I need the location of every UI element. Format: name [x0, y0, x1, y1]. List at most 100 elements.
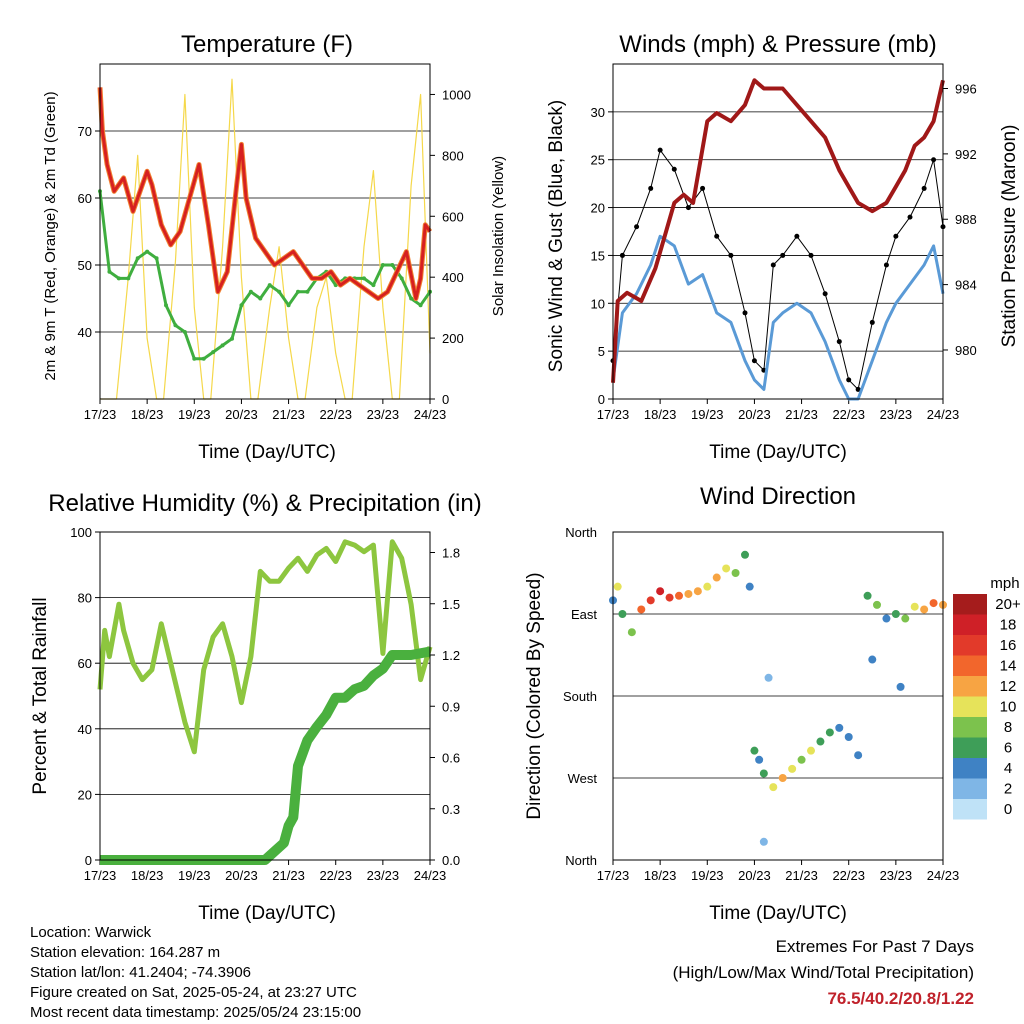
- legend-label: 6: [1004, 740, 1012, 757]
- wind-direction-point: [844, 733, 853, 741]
- x-tick-label: 17/23: [84, 407, 117, 422]
- legend-swatch: [953, 799, 987, 820]
- dewpoint-point: [126, 276, 131, 281]
- gust-point: [671, 166, 677, 172]
- wind-direction-point: [750, 746, 759, 755]
- dewpoint-point: [154, 256, 159, 261]
- x-tick-label: 24/23: [927, 407, 960, 422]
- y-tick-label: 25: [591, 153, 605, 168]
- gust-point: [855, 386, 861, 392]
- speed-legend-title: mph: [990, 575, 1019, 592]
- temperature-x-label: Time (Day/UTC): [198, 442, 336, 463]
- pressure-line: [611, 78, 945, 383]
- y2-tick-label: 0.9: [442, 699, 460, 714]
- x-tick-label: 20/23: [738, 407, 771, 422]
- x-tick-label: 23/23: [367, 868, 400, 883]
- dewpoint-point: [164, 303, 168, 308]
- location-text: Location: Warwick: [30, 924, 152, 941]
- dewpoint-point: [211, 350, 216, 355]
- latlon-text: Station lat/lon: 41.2404; -74.3906: [30, 964, 252, 981]
- x-tick-label: 17/23: [597, 868, 630, 883]
- wind-direction-point: [656, 587, 665, 596]
- wind-direction-point: [769, 783, 778, 792]
- y2-tick-label: 800: [442, 148, 464, 163]
- legend-swatch: [953, 614, 987, 635]
- y-tick-label: 20: [591, 201, 605, 216]
- relative-humidity-line: [97, 539, 433, 755]
- x-tick-label: 18/23: [131, 868, 164, 883]
- x-tick-label: 23/23: [880, 407, 913, 422]
- legend-swatch: [953, 778, 987, 799]
- y2-tick-label: 0.3: [442, 802, 460, 817]
- x-tick-label: 19/23: [691, 868, 724, 883]
- x-tick-label: 20/23: [738, 868, 771, 883]
- x-tick-label: 17/23: [84, 868, 117, 883]
- y2-tick-label: 0.6: [442, 751, 460, 766]
- winds-y-label: Sonic Wind & Gust (Blue, Black): [546, 100, 567, 372]
- dewpoint-point: [173, 323, 178, 328]
- gust-point: [657, 147, 663, 153]
- gust-point: [808, 252, 814, 258]
- wind-direction-panel: Wind Direction NorthWestSouthEastNorth17…: [524, 483, 1021, 924]
- y-tick-label: 20: [78, 787, 92, 802]
- solar-insolation-line: [100, 78, 431, 400]
- wind-direction-point: [920, 605, 929, 614]
- legend-label: 18: [1000, 617, 1017, 634]
- y-tick-label: 60: [78, 191, 92, 206]
- gust-point: [822, 291, 828, 297]
- humidity-y-label: Percent & Total Rainfall: [30, 597, 51, 794]
- y2-tick-label: 0: [442, 392, 449, 407]
- legend-label: 0: [1004, 801, 1012, 818]
- x-tick-label: 24/23: [414, 407, 447, 422]
- wind-direction-point: [693, 587, 702, 596]
- y2-tick-label: 996: [955, 82, 977, 97]
- wind-direction-point: [618, 610, 627, 618]
- legend-label: 8: [1004, 719, 1012, 736]
- y-tick-label: 0: [85, 853, 92, 868]
- direction-tick-label: North: [565, 525, 597, 540]
- dewpoint-point: [305, 289, 310, 294]
- dewpoint-point: [182, 330, 187, 334]
- direction-tick-label: West: [568, 771, 598, 786]
- dewpoint-point: [192, 356, 197, 361]
- gust-point: [893, 233, 899, 239]
- x-tick-label: 22/23: [832, 868, 865, 883]
- gust-point: [931, 157, 937, 163]
- dewpoint-point: [399, 276, 404, 281]
- y-tick-label: 100: [70, 525, 92, 540]
- winds-x-label: Time (Day/UTC): [709, 442, 847, 463]
- dewpoint-point: [220, 343, 225, 348]
- temp-2m-line: [98, 87, 432, 300]
- wind-direction-point: [684, 589, 693, 598]
- wind-direction-x-label: Time (Day/UTC): [709, 903, 847, 924]
- x-tick-label: 22/23: [832, 407, 865, 422]
- legend-swatch: [953, 758, 987, 779]
- gust-point: [780, 252, 786, 258]
- dewpoint-point: [380, 263, 385, 267]
- wind-direction-point: [807, 746, 815, 755]
- gust-point: [619, 252, 625, 258]
- wind-direction-point: [873, 600, 881, 609]
- y-tick-label: 40: [78, 722, 92, 737]
- gust-point: [728, 252, 734, 258]
- x-tick-label: 21/23: [272, 407, 305, 422]
- dewpoint-point: [107, 269, 112, 274]
- pressure-y-label: Station Pressure (Maroon): [999, 125, 1020, 348]
- wind-direction-point: [759, 837, 768, 846]
- wind-direction-point: [637, 605, 646, 614]
- dewpoint-point: [267, 283, 272, 288]
- dewpoint-point: [201, 356, 206, 361]
- y-tick-label: 60: [78, 656, 92, 671]
- gust-point: [846, 377, 852, 383]
- dewpoint-point: [145, 249, 150, 254]
- dewpoint-point: [277, 289, 282, 294]
- gust-point: [742, 310, 748, 316]
- wind-direction-point: [703, 582, 712, 591]
- y2-tick-label: 984: [955, 278, 977, 293]
- y-tick-label: 10: [591, 296, 605, 311]
- legend-swatch: [953, 717, 987, 738]
- gust-point: [770, 262, 776, 268]
- wind-direction-point: [835, 723, 844, 732]
- y-tick-label: 40: [78, 325, 92, 340]
- x-tick-label: 19/23: [178, 407, 211, 422]
